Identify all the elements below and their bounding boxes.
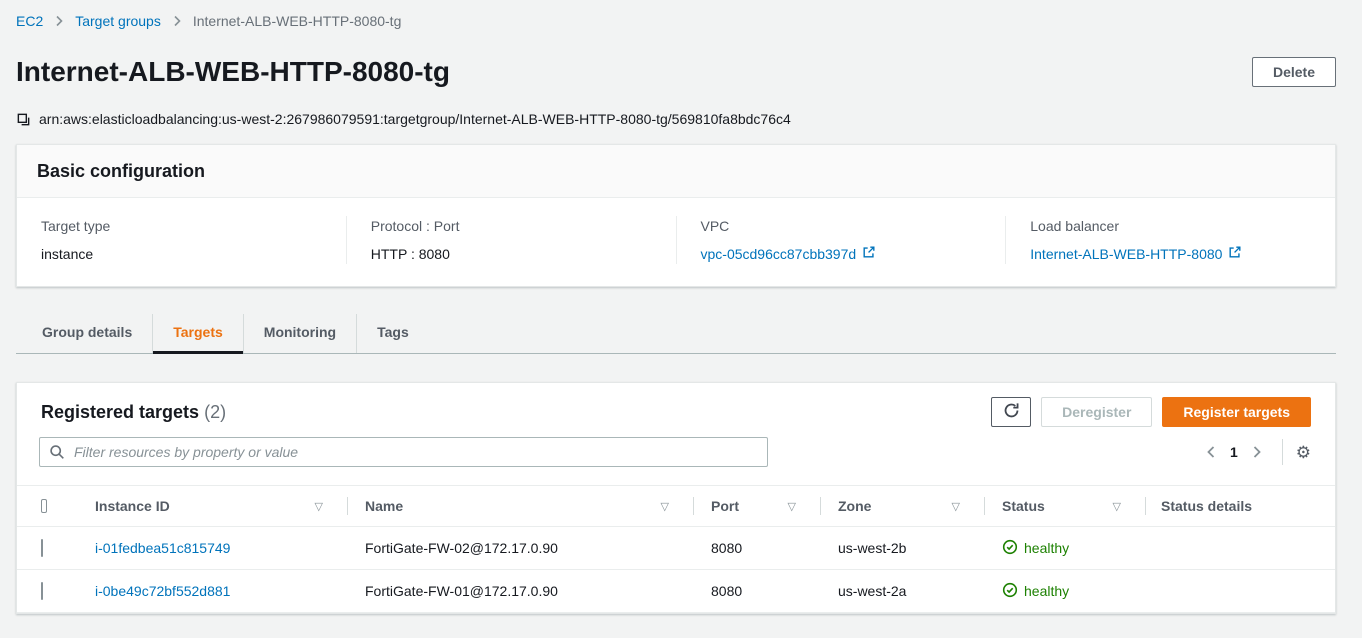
tab-group-details[interactable]: Group details — [42, 324, 133, 340]
field-label-protocol-port: Protocol : Port — [370, 218, 460, 234]
registered-targets-title-text: Registered targets — [41, 401, 200, 422]
port-cell: 8080 — [711, 583, 743, 599]
breadcrumb-link-target-groups[interactable]: Target groups — [75, 13, 161, 29]
sort-icon: ▽ — [660, 499, 669, 513]
status-text: healthy — [1024, 540, 1070, 556]
sort-icon: ▽ — [951, 499, 960, 513]
registered-targets-title: Registered targets (2) — [41, 402, 226, 423]
healthy-check-icon — [1002, 582, 1018, 601]
pagination-divider — [1281, 439, 1283, 465]
column-header-status[interactable]: Status ▽ — [984, 486, 1145, 526]
tab-monitoring[interactable]: Monitoring — [242, 314, 356, 353]
table-row: i-01fedbea51c815749 FortiGate-FW-02@172.… — [17, 527, 1335, 570]
sort-icon: ▽ — [787, 499, 796, 513]
column-header-port[interactable]: Port ▽ — [693, 486, 820, 526]
field-value-target-type: instance — [41, 246, 94, 262]
field-value-protocol-port: HTTP : 8080 — [370, 246, 450, 262]
load-balancer-link[interactable]: Internet-ALB-WEB-HTTP-8080 — [1030, 244, 1242, 264]
field-label-target-type: Target type — [41, 218, 111, 234]
column-label: Instance ID — [95, 498, 170, 514]
external-link-icon — [1228, 244, 1242, 264]
status-cell: healthy — [1002, 539, 1145, 558]
refresh-icon — [1003, 402, 1020, 422]
tab-targets[interactable]: Targets — [152, 314, 243, 354]
column-label: Zone — [838, 498, 872, 514]
breadcrumb-current: Internet-ALB-WEB-HTTP-8080-tg — [192, 13, 402, 29]
pagination-page-number[interactable]: 1 — [1229, 444, 1238, 460]
basic-configuration-title: Basic configuration — [37, 161, 206, 181]
tab-bar: Group details Targets Monitoring Tags — [16, 314, 1336, 354]
sort-icon: ▽ — [1112, 499, 1121, 513]
breadcrumb-link-ec2[interactable]: EC2 — [16, 13, 44, 29]
healthy-check-icon — [1002, 539, 1018, 558]
column-label: Name — [365, 498, 404, 514]
pagination-prev-icon[interactable] — [1199, 441, 1223, 463]
pagination: 1 ⚙ — [1199, 439, 1311, 465]
row-checkbox[interactable] — [41, 582, 43, 600]
vpc-link-text: vpc-05cd96cc87cbb397d — [700, 246, 857, 262]
delete-button[interactable]: Delete — [1251, 57, 1336, 87]
table-row: i-0be49c72bf552d881 FortiGate-FW-01@172.… — [17, 570, 1335, 613]
registered-targets-panel: Registered targets (2) Deregister Regist… — [16, 382, 1336, 614]
select-all-checkbox[interactable] — [41, 499, 47, 513]
tab-tags[interactable]: Tags — [356, 314, 429, 353]
instance-id-link[interactable]: i-01fedbea51c815749 — [95, 540, 231, 556]
filter-input[interactable] — [39, 437, 768, 467]
column-header-name[interactable]: Name ▽ — [347, 486, 693, 526]
targets-table: Instance ID ▽ Name ▽ Port ▽ Zone ▽ Statu… — [17, 485, 1335, 613]
vpc-link[interactable]: vpc-05cd96cc87cbb397d — [701, 244, 877, 264]
column-header-status-details: Status details — [1145, 486, 1335, 526]
load-balancer-link-text: Internet-ALB-WEB-HTTP-8080 — [1030, 246, 1223, 262]
column-label: Status — [1002, 498, 1045, 514]
column-header-zone[interactable]: Zone ▽ — [820, 486, 984, 526]
basic-configuration-card: Basic configuration Target type instance… — [16, 144, 1336, 287]
register-targets-button[interactable]: Register targets — [1162, 397, 1311, 427]
chevron-right-icon — [53, 14, 65, 28]
port-cell: 8080 — [711, 540, 743, 556]
name-cell: FortiGate-FW-02@172.17.0.90 — [365, 540, 558, 556]
breadcrumb: EC2 Target groups Internet-ALB-WEB-HTTP-… — [16, 0, 1336, 29]
instance-id-link[interactable]: i-0be49c72bf552d881 — [95, 583, 231, 599]
copy-icon[interactable] — [16, 112, 31, 127]
column-label: Port — [711, 498, 739, 514]
external-link-icon — [862, 244, 876, 264]
name-cell: FortiGate-FW-01@172.17.0.90 — [365, 583, 558, 599]
page-title: Internet-ALB-WEB-HTTP-8080-tg — [16, 56, 450, 87]
row-checkbox[interactable] — [41, 539, 43, 557]
pagination-next-icon[interactable] — [1245, 441, 1269, 463]
registered-targets-count: (2) — [204, 401, 227, 422]
settings-gear-icon[interactable]: ⚙ — [1295, 442, 1311, 462]
chevron-right-icon — [171, 14, 183, 28]
field-label-vpc: VPC — [700, 218, 730, 234]
sort-icon: ▽ — [314, 499, 323, 513]
search-icon — [49, 444, 65, 465]
zone-cell: us-west-2b — [838, 540, 907, 556]
column-label: Status details — [1161, 498, 1253, 514]
arn-text: arn:aws:elasticloadbalancing:us-west-2:2… — [39, 111, 791, 127]
column-header-instance-id[interactable]: Instance ID ▽ — [71, 486, 347, 526]
deregister-button[interactable]: Deregister — [1041, 397, 1153, 427]
zone-cell: us-west-2a — [838, 583, 907, 599]
status-text: healthy — [1024, 583, 1070, 599]
table-header-row: Instance ID ▽ Name ▽ Port ▽ Zone ▽ Statu… — [17, 485, 1335, 527]
field-label-load-balancer: Load balancer — [1030, 218, 1119, 234]
status-cell: healthy — [1002, 582, 1145, 601]
refresh-button[interactable] — [991, 397, 1032, 427]
